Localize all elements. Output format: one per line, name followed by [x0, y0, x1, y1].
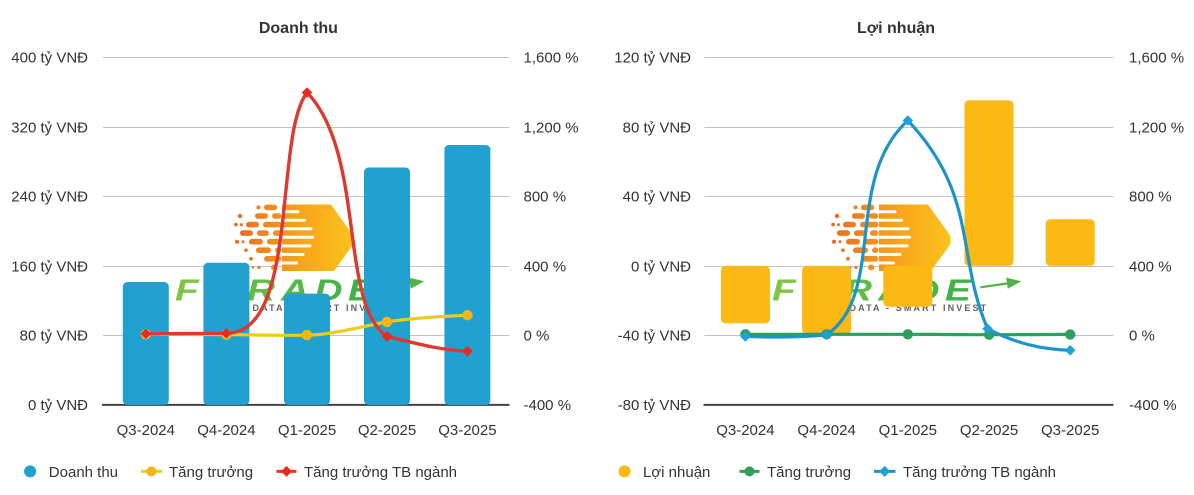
- svg-text:400 %: 400 %: [524, 259, 567, 276]
- svg-text:Tăng trưởng TB ngành: Tăng trưởng TB ngành: [304, 464, 457, 481]
- svg-text:E: E: [945, 273, 973, 307]
- svg-text:Q3-2025: Q3-2025: [438, 422, 496, 439]
- svg-text:80 tỷ VNĐ: 80 tỷ VNĐ: [623, 120, 692, 137]
- svg-text:400 %: 400 %: [1129, 259, 1172, 276]
- svg-text:0 tỷ VNĐ: 0 tỷ VNĐ: [28, 397, 88, 414]
- svg-text:80 tỷ VNĐ: 80 tỷ VNĐ: [20, 328, 89, 345]
- svg-text:-40 tỷ VNĐ: -40 tỷ VNĐ: [618, 328, 692, 345]
- svg-text:1,600 %: 1,600 %: [1129, 50, 1184, 67]
- svg-text:Doanh thu: Doanh thu: [259, 20, 338, 37]
- svg-text:0 tỷ VNĐ: 0 tỷ VNĐ: [631, 259, 691, 276]
- svg-text:0 %: 0 %: [524, 328, 550, 345]
- svg-text:320 tỷ VNĐ: 320 tỷ VNĐ: [11, 120, 88, 137]
- svg-text:F: F: [175, 273, 200, 307]
- svg-text:Q3-2025: Q3-2025: [1041, 422, 1099, 439]
- svg-text:40 tỷ VNĐ: 40 tỷ VNĐ: [623, 189, 692, 206]
- svg-text:Tăng trưởng TB ngành: Tăng trưởng TB ngành: [903, 464, 1056, 481]
- svg-text:-80 tỷ VNĐ: -80 tỷ VNĐ: [618, 397, 692, 414]
- svg-text:Q1-2025: Q1-2025: [879, 422, 937, 439]
- svg-text:Lợi nhuận: Lợi nhuận: [857, 20, 935, 37]
- svg-text:240 tỷ VNĐ: 240 tỷ VNĐ: [11, 189, 88, 206]
- svg-text:Tăng trưởng: Tăng trưởng: [767, 464, 851, 481]
- svg-text:DATA - SMART INVEST: DATA - SMART INVEST: [850, 303, 989, 313]
- svg-text:Q3-2024: Q3-2024: [117, 422, 175, 439]
- svg-text:Q1-2025: Q1-2025: [278, 422, 336, 439]
- svg-text:Q3-2024: Q3-2024: [716, 422, 774, 439]
- svg-text:120 tỷ VNĐ: 120 tỷ VNĐ: [614, 50, 691, 67]
- svg-text:F: F: [772, 273, 797, 307]
- svg-text:800 %: 800 %: [524, 189, 567, 206]
- svg-text:Q2-2025: Q2-2025: [960, 422, 1018, 439]
- svg-text:Q4-2024: Q4-2024: [797, 422, 855, 439]
- svg-text:Lợi nhuận: Lợi nhuận: [643, 464, 710, 481]
- svg-text:800 %: 800 %: [1129, 189, 1172, 206]
- svg-text:Tăng trưởng: Tăng trưởng: [169, 464, 253, 481]
- svg-text:Q4-2024: Q4-2024: [197, 422, 255, 439]
- svg-text:Q2-2025: Q2-2025: [358, 422, 416, 439]
- svg-text:0 %: 0 %: [1129, 328, 1155, 345]
- svg-text:1,200 %: 1,200 %: [524, 120, 579, 137]
- svg-text:-400 %: -400 %: [1129, 397, 1177, 414]
- svg-text:1,200 %: 1,200 %: [1129, 120, 1184, 137]
- svg-text:-400 %: -400 %: [524, 397, 572, 414]
- svg-text:1,600 %: 1,600 %: [524, 50, 579, 67]
- svg-text:160 tỷ VNĐ: 160 tỷ VNĐ: [11, 259, 88, 276]
- svg-text:Doanh thu: Doanh thu: [49, 464, 118, 481]
- svg-text:400 tỷ VNĐ: 400 tỷ VNĐ: [11, 50, 88, 67]
